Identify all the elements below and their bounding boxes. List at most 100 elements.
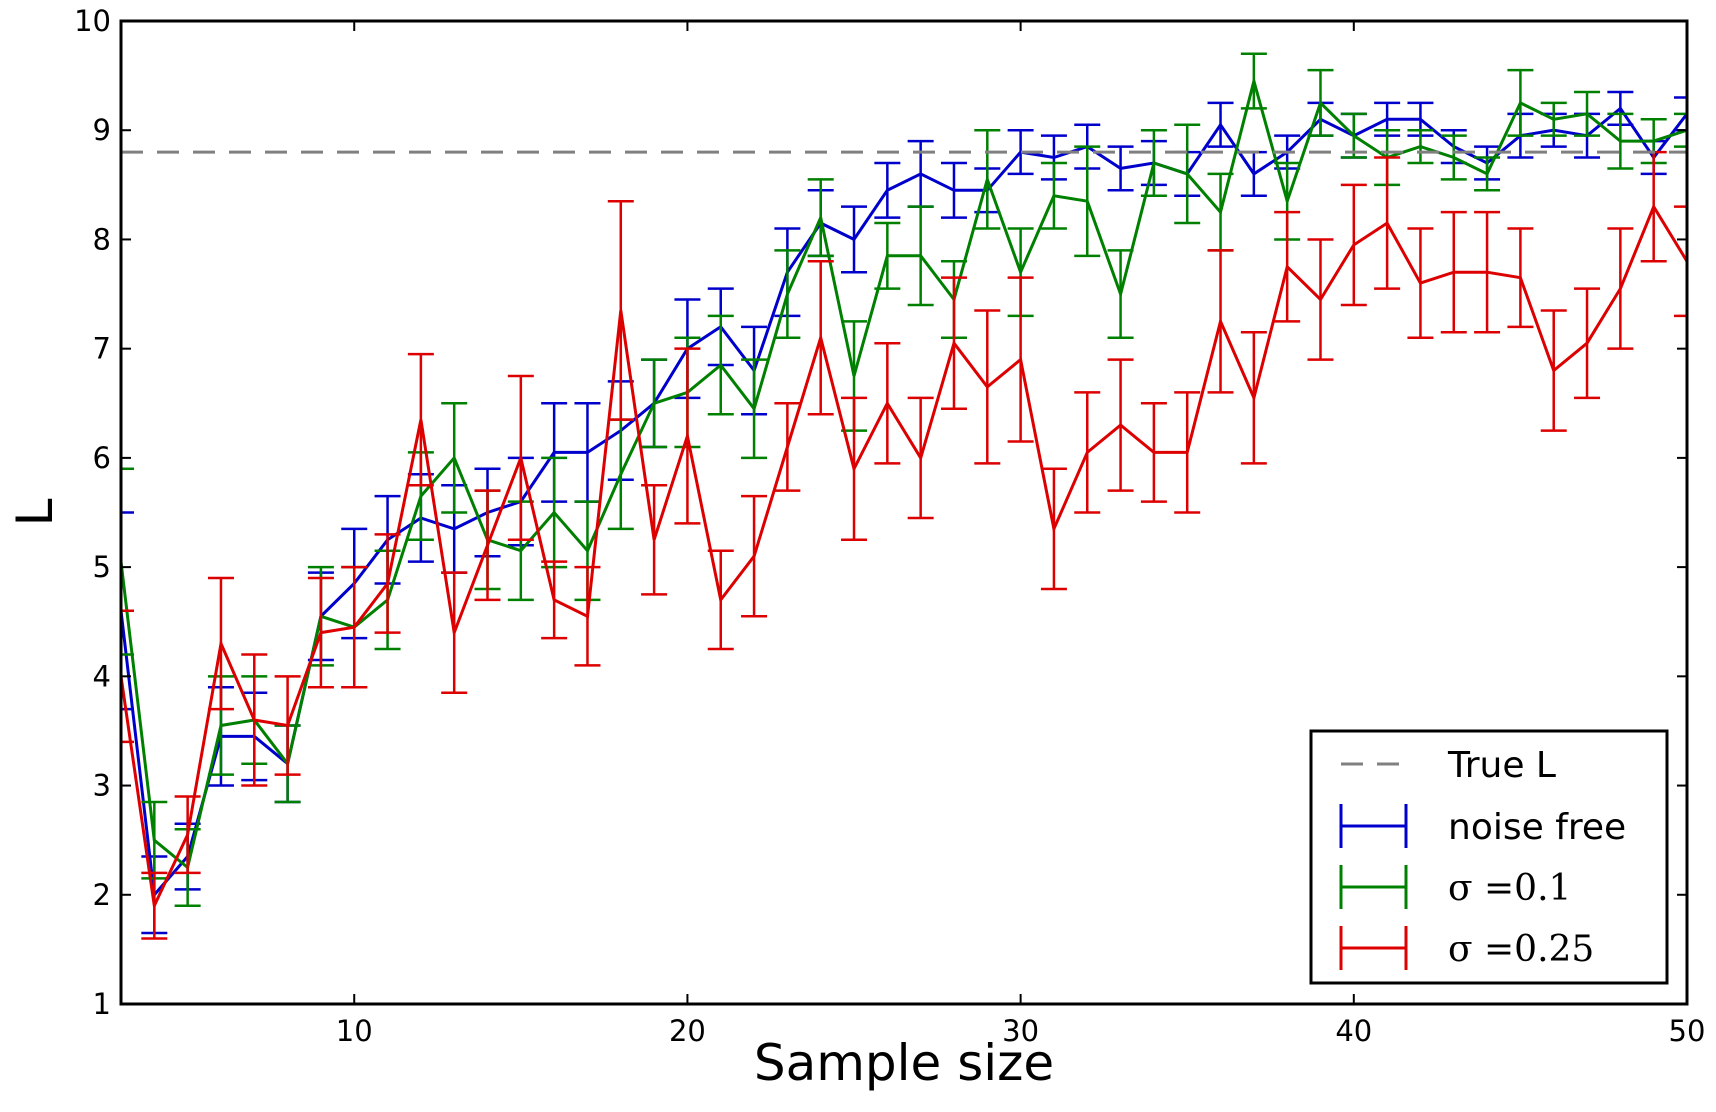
- error-bar: [807, 260, 834, 416]
- error-bar: [874, 221, 901, 290]
- error-bar: [1574, 287, 1601, 400]
- legend-label-1: noise free: [1448, 807, 1626, 848]
- error-bar: [341, 565, 368, 689]
- error-bar: [1207, 249, 1234, 394]
- series-line-1: [121, 106, 1687, 899]
- series-line-2: [121, 75, 1687, 871]
- y-tick-label: 2: [93, 878, 111, 912]
- tick-layer: 10 20 30 40 50 1 2 3 4 5 6 7 8 9 10: [74, 4, 1705, 1048]
- error-bar: [841, 396, 868, 542]
- error-bar: [1340, 183, 1367, 307]
- error-bar: [141, 871, 168, 940]
- error-bar: [674, 347, 701, 525]
- error-bar: [1007, 276, 1034, 443]
- error-bar: [1540, 309, 1567, 432]
- x-tick-label: 40: [1335, 1014, 1372, 1048]
- error-bar: [121, 609, 134, 744]
- error-bar: [1140, 402, 1167, 503]
- y-tick-label: 1: [93, 987, 111, 1021]
- x-axis-label: Sample size: [754, 1034, 1054, 1092]
- error-bar: [1007, 128, 1034, 176]
- x-tick-label: 10: [336, 1014, 373, 1048]
- error-bar: [1374, 156, 1401, 290]
- error-bar: [1540, 101, 1567, 137]
- error-bar: [274, 675, 301, 776]
- y-tick-label: 4: [93, 659, 111, 693]
- error-bar: [874, 341, 901, 465]
- error-bar: [174, 795, 201, 875]
- error-bar: [940, 276, 967, 410]
- error-bar: [1307, 238, 1334, 361]
- error-bar: [1407, 128, 1434, 165]
- error-bar: [121, 467, 134, 656]
- error-bar: [1074, 391, 1101, 514]
- error-bar: [1107, 358, 1134, 492]
- error-bar: [940, 161, 967, 219]
- error-bar: [1507, 227, 1534, 329]
- error-bar: [541, 560, 568, 640]
- error-bar: [407, 352, 434, 487]
- error-bar: [1474, 156, 1501, 192]
- error-bar: [1240, 52, 1267, 110]
- series-layer: [121, 52, 1687, 940]
- y-tick-label: 5: [93, 550, 111, 584]
- y-tick-label: 3: [93, 769, 111, 803]
- y-tick-label: 7: [93, 332, 111, 366]
- error-bar: [907, 396, 934, 520]
- error-bar: [1174, 391, 1201, 514]
- error-bar: [574, 565, 601, 667]
- error-bar: [1274, 210, 1301, 323]
- x-tick-label: 50: [1669, 1014, 1706, 1048]
- error-bar: [441, 402, 468, 514]
- error-bar: [1574, 90, 1601, 137]
- error-bar: [707, 314, 734, 416]
- legend: True L noise free σ =0.1 σ =0.25: [1309, 729, 1669, 985]
- error-bar: [974, 309, 1001, 465]
- error-bar: [1474, 210, 1501, 334]
- error-bar: [507, 374, 534, 542]
- error-bar: [474, 489, 501, 602]
- legend-entry-2: σ =0.1: [1339, 865, 1571, 909]
- legend-box: [1309, 729, 1669, 985]
- error-bar: [974, 128, 1001, 230]
- error-bar: [741, 358, 768, 460]
- error-bar: [807, 178, 834, 258]
- y-axis-label: L: [6, 498, 64, 526]
- error-bar: [121, 511, 134, 711]
- error-bar: [1507, 68, 1534, 137]
- error-bar: [1607, 112, 1634, 170]
- legend-entry-1: noise free: [1339, 804, 1626, 848]
- error-bar: [641, 483, 668, 596]
- error-bar: [1674, 205, 1687, 318]
- error-bar: [1107, 145, 1134, 192]
- error-bar: [1440, 134, 1467, 181]
- plot-frame: [119, 19, 1689, 1006]
- y-tick-label: 8: [93, 222, 111, 256]
- legend-true-l-label: True L: [1447, 745, 1556, 786]
- error-bar: [774, 249, 801, 339]
- error-bar: [774, 402, 801, 492]
- error-bar: [207, 576, 234, 711]
- error-bar: [374, 533, 401, 634]
- series-3: [121, 150, 1687, 940]
- legend-label-2: σ =0.1: [1448, 868, 1571, 909]
- x-tick-label: 20: [669, 1014, 706, 1048]
- error-bar: [307, 576, 334, 689]
- legend-series-entries: noise free σ =0.1 σ =0.25: [1339, 804, 1626, 970]
- error-bar: [1674, 112, 1687, 148]
- error-bar: [1207, 101, 1234, 148]
- error-bar: [707, 549, 734, 651]
- x-tick-label: 30: [1002, 1014, 1039, 1048]
- error-bar: [1040, 467, 1067, 591]
- error-bar: [907, 205, 934, 307]
- error-bar: [741, 494, 768, 618]
- error-bar: [1140, 128, 1167, 198]
- y-tick-label: 10: [74, 4, 111, 38]
- legend-entry-3: σ =0.25: [1339, 926, 1594, 970]
- error-bar: [1607, 227, 1634, 350]
- legend-label-3: σ =0.25: [1448, 929, 1594, 970]
- error-bar: [1040, 161, 1067, 230]
- error-bar: [1074, 145, 1101, 258]
